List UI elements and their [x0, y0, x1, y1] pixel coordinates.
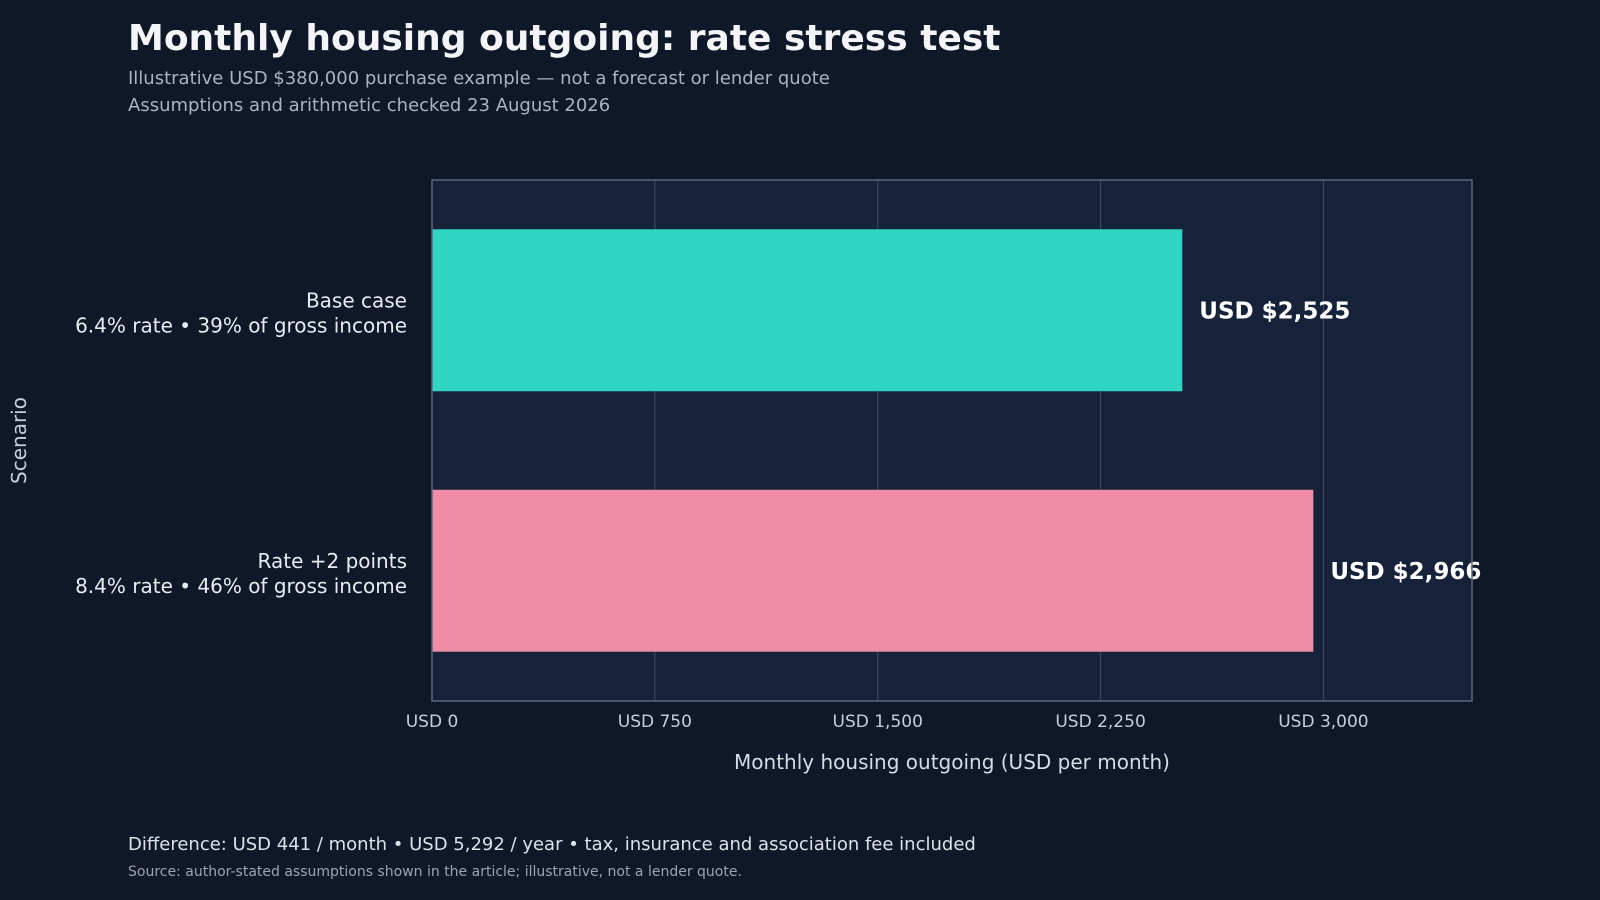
x-tick-label: USD 1,500: [833, 712, 923, 732]
category-label: Base case: [306, 288, 407, 312]
plot-border: [431, 179, 1473, 702]
x-tick-label: USD 750: [618, 712, 692, 732]
chart-subtitle: Illustrative USD $380,000 purchase examp…: [128, 68, 830, 89]
x-axis-label: Monthly housing outgoing (USD per month): [734, 750, 1170, 774]
checked-note: Assumptions and arithmetic checked 23 Au…: [128, 95, 611, 116]
x-ticks: USD 0 USD 750 USD 1,500 USD 2,250 USD 3,000: [406, 712, 1369, 732]
chart-title: Monthly housing outgoing: rate stress te…: [128, 18, 1001, 59]
bar: [432, 229, 1183, 392]
x-tick-label: USD 0: [406, 712, 459, 732]
category-detail: 8.4% rate • 46% of gross income: [75, 574, 407, 598]
bar-value-label: USD $2,525: [1199, 298, 1350, 324]
bars: USD $2,525 USD $2,966: [432, 229, 1481, 652]
x-tick-label: USD 2,250: [1055, 712, 1145, 732]
category-detail: 6.4% rate • 39% of gross income: [75, 313, 407, 337]
bar-value-label: USD $2,966: [1330, 559, 1481, 585]
x-tick-label: USD 3,000: [1278, 712, 1368, 732]
y-axis-label: Scenario: [7, 397, 31, 484]
category-label: Rate +2 points: [258, 549, 407, 573]
source-note: Source: author-stated assumptions shown …: [128, 864, 742, 880]
difference-note: Difference: USD 441 / month • USD 5,292 …: [128, 834, 976, 855]
bar: [432, 489, 1314, 652]
